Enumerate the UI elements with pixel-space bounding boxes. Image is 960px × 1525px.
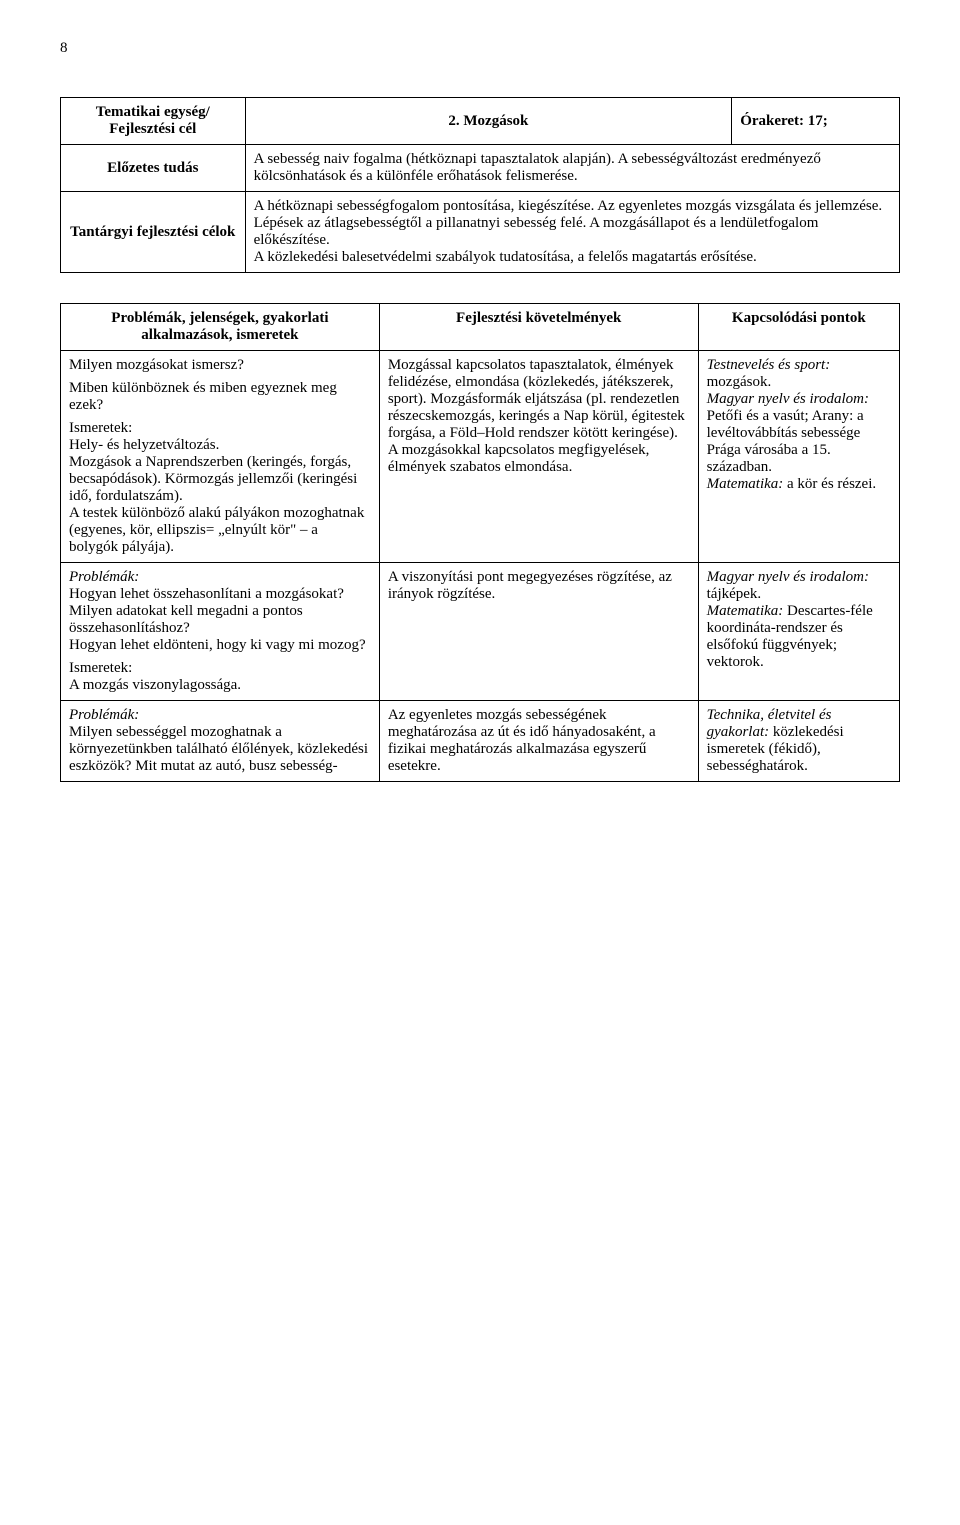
time-frame: Órakeret: 17; — [732, 98, 900, 145]
ismeretek-label: Ismeretek: — [69, 660, 371, 677]
ismeretek-label: Ismeretek: — [69, 420, 371, 437]
table-row: Milyen mozgásokat ismersz? Miben különbö… — [61, 351, 900, 563]
content-table: Problémák, jelenségek, gyakorlati alkalm… — [60, 303, 900, 782]
col-header-links: Kapcsolódási pontok — [698, 304, 899, 351]
link-subject: Matematika: — [707, 603, 784, 619]
link-text: tájképek. — [707, 586, 762, 602]
table-row: Problémák: Milyen sebességgel mozoghatna… — [61, 701, 900, 782]
text-block: Milyen mozgásokat ismersz? — [69, 357, 371, 374]
link-subject: Matematika: — [707, 476, 784, 492]
unit-title-label: Tematikai egység/ Fejlesztési cél — [61, 98, 246, 145]
link-subject: Magyar nyelv és irodalom: — [707, 391, 869, 407]
link-text: mozgások. — [707, 374, 772, 390]
page-number: 8 — [60, 40, 900, 57]
text-block: Hogyan lehet összehasonlítani a mozgások… — [69, 586, 371, 654]
problemak-label: Problémák: — [69, 707, 371, 724]
text-block: A mozgás viszonylagossága. — [69, 677, 371, 694]
prior-knowledge-label: Előzetes tudás — [61, 145, 246, 192]
col-header-requirements: Fejlesztési követelmények — [379, 304, 698, 351]
requirements-cell: Az egyenletes mozgás sebességének meghat… — [379, 701, 698, 782]
requirements-cell: A viszonyítási pont megegyezéses rögzíté… — [379, 563, 698, 701]
requirements-cell: Mozgással kapcsolatos tapasztalatok, élm… — [379, 351, 698, 563]
links-cell: Magyar nyelv és irodalom: tájképek. Mate… — [698, 563, 899, 701]
link-text: Petőfi és a vasút; Arany: a levéltovábbí… — [707, 408, 864, 475]
problems-cell: Problémák: Hogyan lehet összehasonlítani… — [61, 563, 380, 701]
prior-knowledge-text: A sebesség naiv fogalma (hétköznapi tapa… — [245, 145, 899, 192]
goals-text: A hétköznapi sebességfogalom pontosítása… — [245, 192, 899, 273]
links-cell: Technika, életvitel és gyakorlat: közlek… — [698, 701, 899, 782]
link-subject: Testnevelés és sport: — [707, 357, 831, 373]
col-header-problems: Problémák, jelenségek, gyakorlati alkalm… — [61, 304, 380, 351]
link-subject: Magyar nyelv és irodalom: — [707, 569, 869, 585]
unit-title: 2. Mozgások — [245, 98, 732, 145]
problems-cell: Problémák: Milyen sebességgel mozoghatna… — [61, 701, 380, 782]
header-table: Tematikai egység/ Fejlesztési cél 2. Moz… — [60, 97, 900, 273]
table-row: Problémák: Hogyan lehet összehasonlítani… — [61, 563, 900, 701]
text-block: Miben különböznek és miben egyeznek meg … — [69, 380, 371, 414]
text-block: Milyen sebességgel mozoghatnak a környez… — [69, 724, 371, 775]
link-text: a kör és részei. — [783, 476, 876, 492]
problemak-label: Problémák: — [69, 569, 371, 586]
goals-label: Tantárgyi fejlesztési célok — [61, 192, 246, 273]
text-block: Hely- és helyzetváltozás. Mozgások a Nap… — [69, 437, 371, 556]
problems-cell: Milyen mozgásokat ismersz? Miben különbö… — [61, 351, 380, 563]
links-cell: Testnevelés és sport: mozgások. Magyar n… — [698, 351, 899, 563]
